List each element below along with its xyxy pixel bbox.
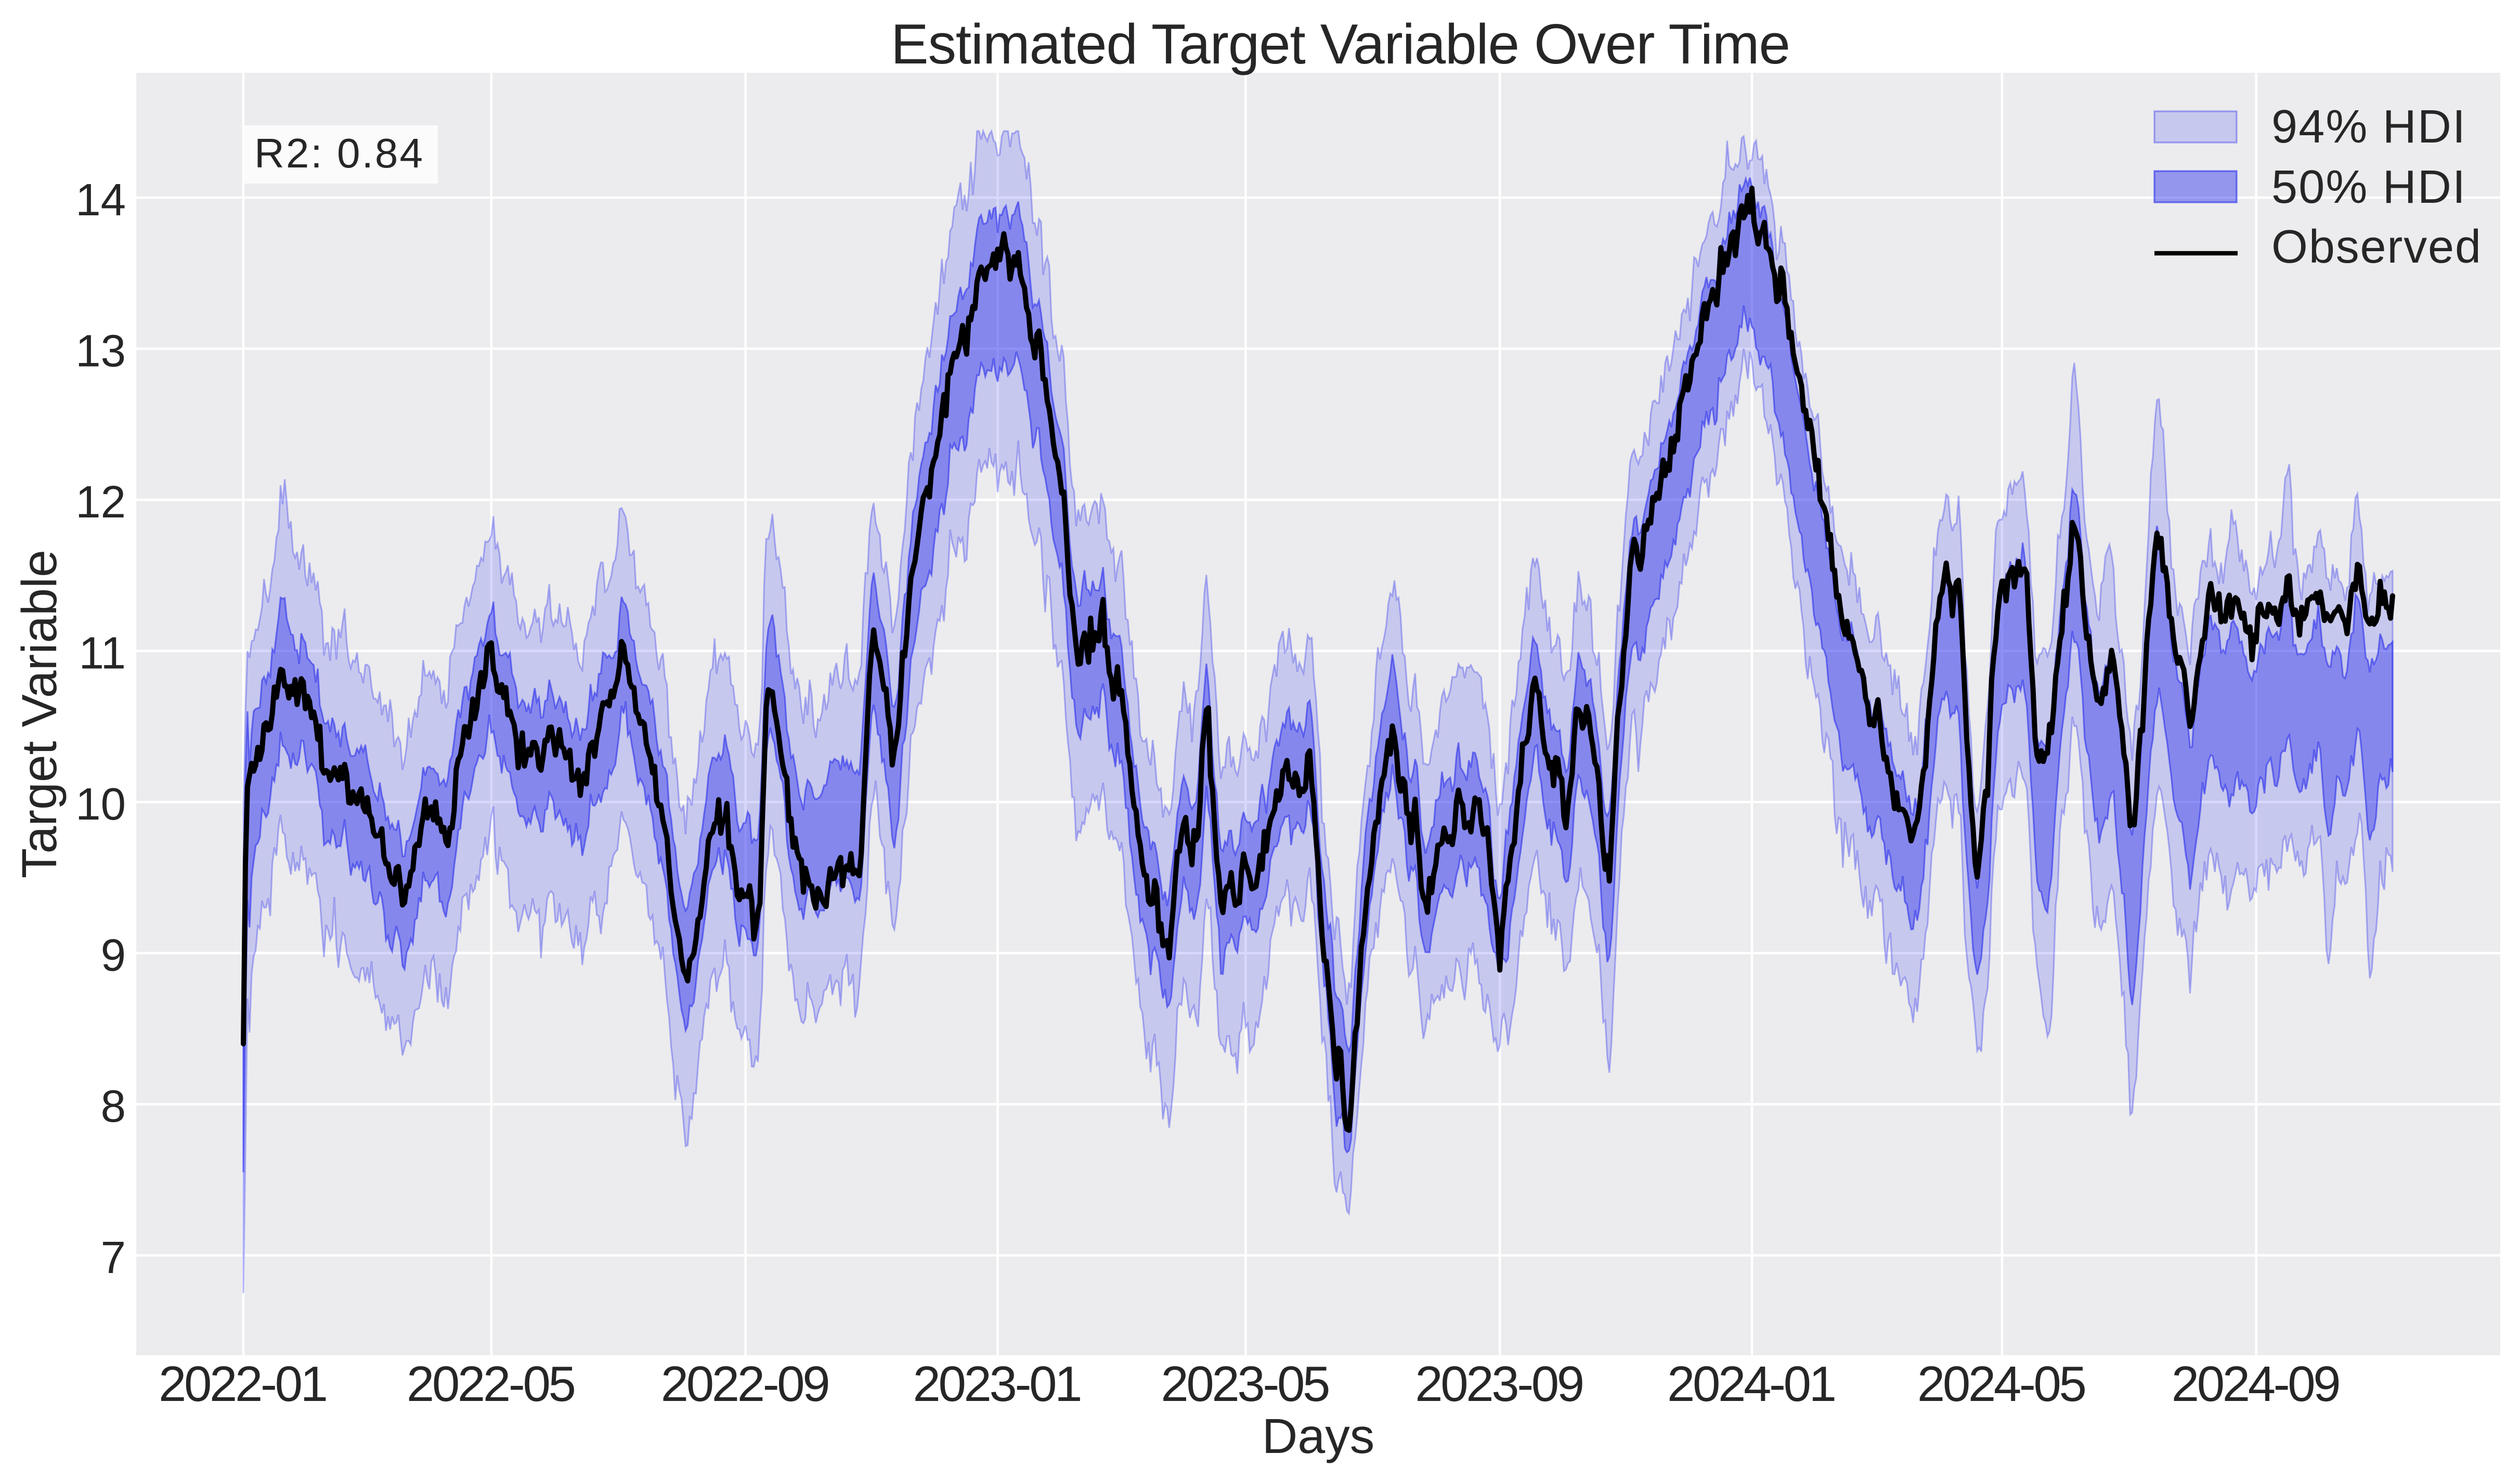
svg-text:2022-05: 2022-05 bbox=[407, 1356, 576, 1412]
svg-text:50% HDI: 50% HDI bbox=[2271, 161, 2465, 213]
svg-text:2022-09: 2022-09 bbox=[661, 1356, 830, 1412]
svg-text:Estimated Target Variable Over: Estimated Target Variable Over Time bbox=[891, 12, 1790, 76]
svg-text:2024-05: 2024-05 bbox=[1917, 1356, 2087, 1412]
svg-text:94% HDI: 94% HDI bbox=[2271, 101, 2465, 153]
svg-text:2023-01: 2023-01 bbox=[913, 1356, 1083, 1412]
svg-text:2022-01: 2022-01 bbox=[159, 1356, 328, 1412]
svg-text:Observed: Observed bbox=[2271, 221, 2481, 273]
svg-text:Target Variable: Target Variable bbox=[12, 550, 67, 878]
svg-text:2024-09: 2024-09 bbox=[2172, 1356, 2341, 1412]
svg-text:13: 13 bbox=[75, 326, 126, 376]
svg-text:11: 11 bbox=[79, 628, 126, 679]
svg-text:12: 12 bbox=[75, 477, 126, 527]
svg-text:2023-09: 2023-09 bbox=[1415, 1356, 1584, 1412]
svg-text:2024-01: 2024-01 bbox=[1667, 1356, 1837, 1412]
svg-text:9: 9 bbox=[101, 930, 126, 981]
svg-text:2023-05: 2023-05 bbox=[1161, 1356, 1330, 1412]
svg-text:8: 8 bbox=[101, 1081, 126, 1132]
svg-text:R2: 0.84: R2: 0.84 bbox=[254, 130, 423, 176]
svg-text:7: 7 bbox=[101, 1232, 126, 1283]
svg-text:10: 10 bbox=[75, 779, 126, 829]
svg-text:14: 14 bbox=[75, 175, 126, 225]
svg-text:Days: Days bbox=[1262, 1409, 1374, 1464]
